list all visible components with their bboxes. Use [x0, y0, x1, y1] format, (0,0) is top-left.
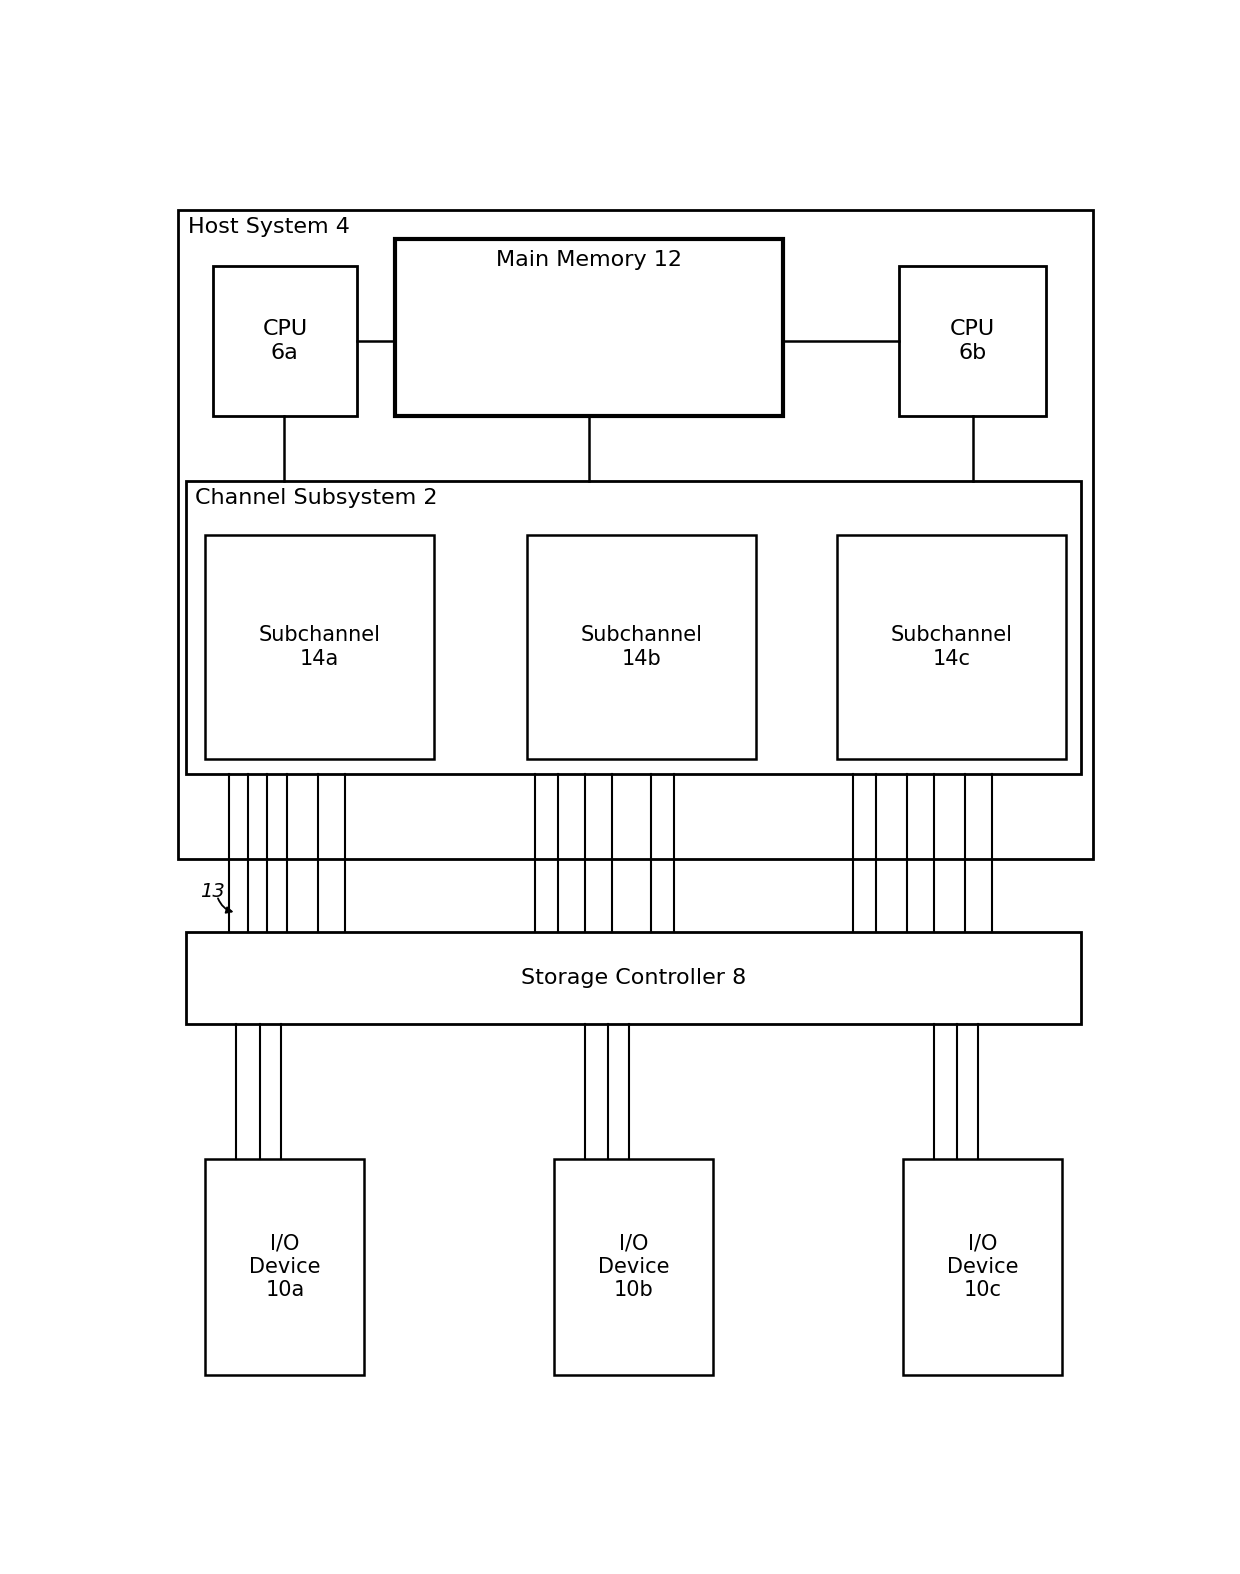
Bar — [899, 266, 1047, 416]
Bar — [213, 266, 357, 416]
Text: Subchannel
14b: Subchannel 14b — [580, 625, 702, 669]
Text: 13: 13 — [200, 881, 224, 900]
Text: CPU
6a: CPU 6a — [262, 320, 308, 362]
Bar — [186, 932, 1081, 1025]
Text: Subchannel
14c: Subchannel 14c — [890, 625, 1012, 669]
Bar — [396, 239, 782, 416]
Text: Main Memory 12: Main Memory 12 — [496, 250, 682, 271]
Bar — [186, 482, 1081, 774]
Text: CPU
6b: CPU 6b — [950, 320, 996, 362]
Text: I/O
Device
10b: I/O Device 10b — [598, 1234, 670, 1300]
Text: I/O
Device
10c: I/O Device 10c — [946, 1234, 1018, 1300]
Bar — [179, 211, 1092, 859]
Bar — [527, 535, 755, 759]
Bar — [837, 535, 1065, 759]
Text: Storage Controller 8: Storage Controller 8 — [521, 968, 746, 988]
Text: I/O
Device
10a: I/O Device 10a — [249, 1234, 321, 1300]
Bar — [206, 1158, 365, 1374]
Bar — [206, 535, 434, 759]
Bar — [903, 1158, 1061, 1374]
Text: Subchannel
14a: Subchannel 14a — [259, 625, 381, 669]
Text: Host System 4: Host System 4 — [187, 217, 350, 236]
Bar — [554, 1158, 713, 1374]
Text: Channel Subsystem 2: Channel Subsystem 2 — [196, 488, 438, 508]
